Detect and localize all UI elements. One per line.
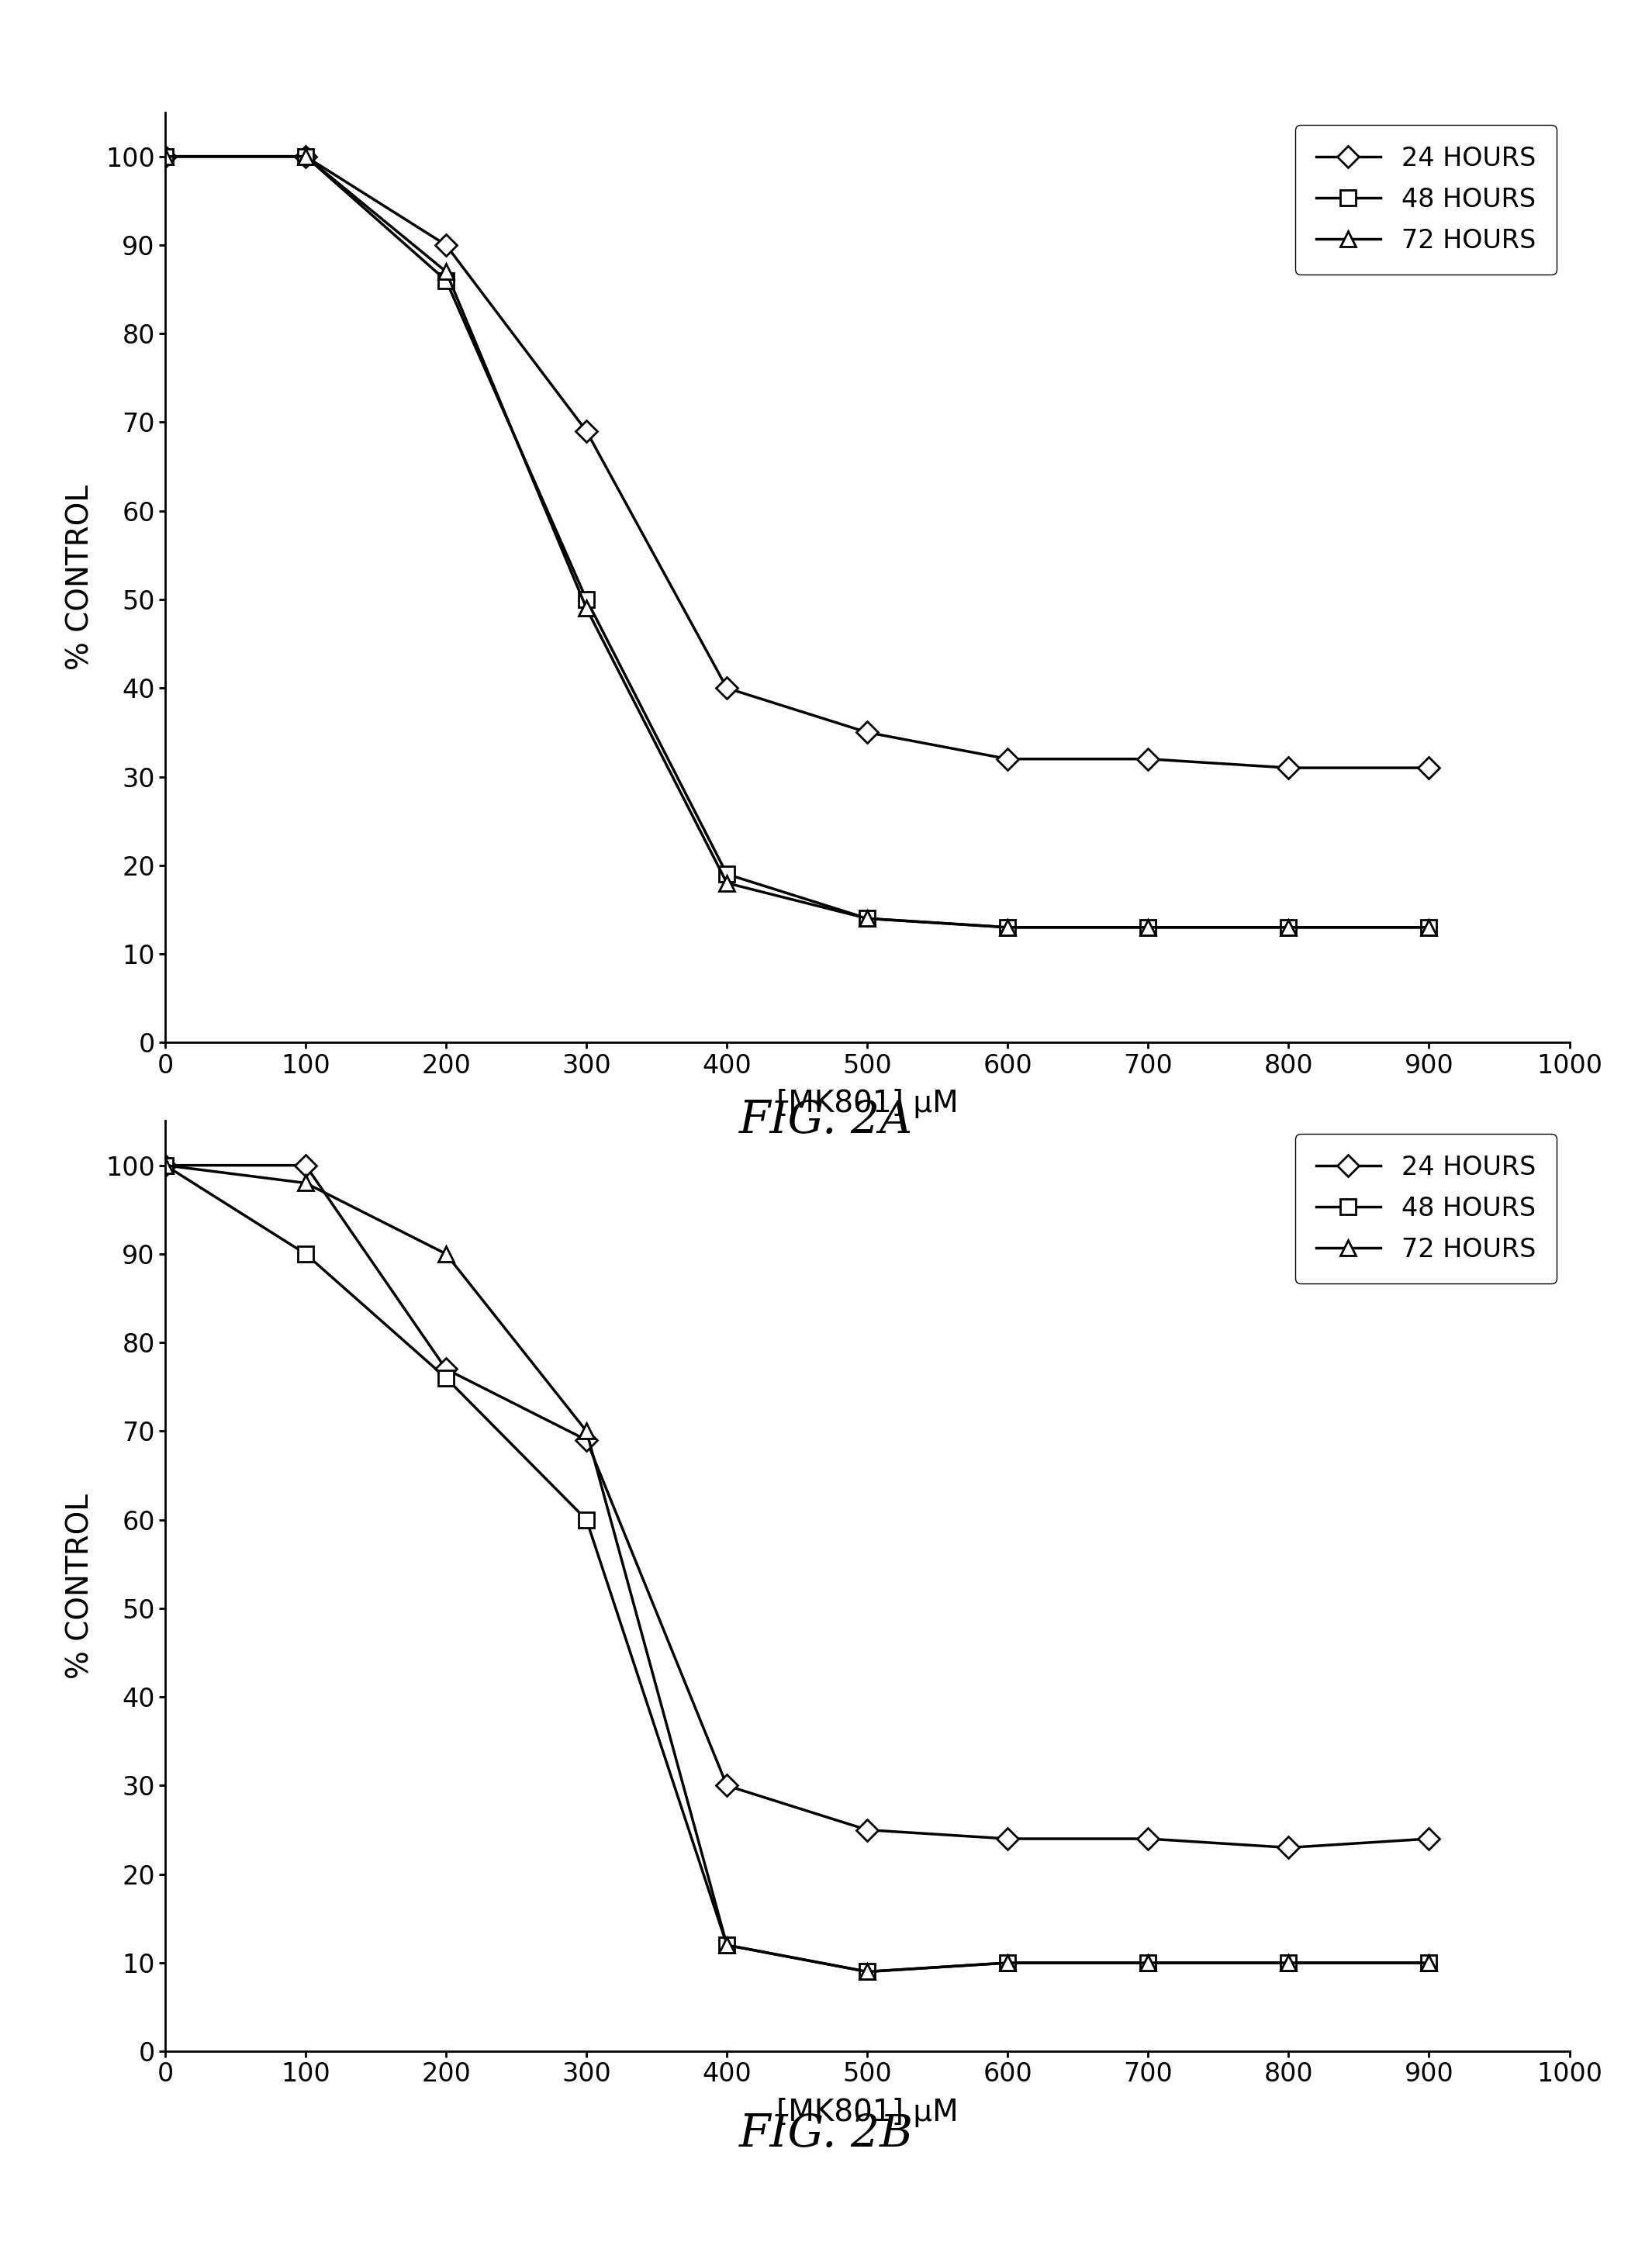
72 HOURS — [1419, 1948, 1439, 1975]
24 HOURS — [436, 231, 456, 258]
24 HOURS — [577, 417, 596, 444]
X-axis label: [MK801] μM: [MK801] μM — [776, 1090, 958, 1119]
48 HOURS — [717, 861, 737, 888]
24 HOURS — [1138, 1825, 1158, 1852]
24 HOURS — [857, 720, 877, 747]
24 HOURS — [1279, 753, 1298, 780]
48 HOURS — [717, 1933, 737, 1960]
72 HOURS — [717, 1933, 737, 1960]
48 HOURS — [1419, 915, 1439, 942]
72 HOURS — [717, 870, 737, 897]
24 HOURS — [155, 1152, 175, 1179]
72 HOURS — [436, 1240, 456, 1267]
48 HOURS — [155, 1152, 175, 1179]
Line: 48 HOURS: 48 HOURS — [157, 1157, 1437, 1980]
48 HOURS — [857, 1957, 877, 1984]
Y-axis label: % CONTROL: % CONTROL — [66, 1493, 94, 1679]
X-axis label: [MK801] μM: [MK801] μM — [776, 2099, 958, 2128]
72 HOURS — [998, 915, 1018, 942]
48 HOURS — [998, 915, 1018, 942]
Line: 72 HOURS: 72 HOURS — [157, 1157, 1437, 1980]
24 HOURS — [998, 747, 1018, 773]
24 HOURS — [1138, 747, 1158, 773]
48 HOURS — [1279, 1948, 1298, 1975]
Text: FIG. 2B: FIG. 2B — [738, 2112, 914, 2157]
Line: 24 HOURS: 24 HOURS — [157, 148, 1437, 776]
24 HOURS — [717, 675, 737, 702]
72 HOURS — [296, 143, 316, 170]
72 HOURS — [998, 1948, 1018, 1975]
48 HOURS — [577, 1507, 596, 1534]
72 HOURS — [1138, 915, 1158, 942]
24 HOURS — [155, 143, 175, 170]
Line: 72 HOURS: 72 HOURS — [157, 148, 1437, 935]
Line: 24 HOURS: 24 HOURS — [157, 1157, 1437, 1854]
48 HOURS — [296, 1240, 316, 1267]
24 HOURS — [1419, 1825, 1439, 1852]
72 HOURS — [1279, 915, 1298, 942]
Legend: 24 HOURS, 48 HOURS, 72 HOURS: 24 HOURS, 48 HOURS, 72 HOURS — [1295, 126, 1556, 274]
72 HOURS — [1138, 1948, 1158, 1975]
48 HOURS — [1138, 1948, 1158, 1975]
24 HOURS — [1419, 753, 1439, 780]
Y-axis label: % CONTROL: % CONTROL — [66, 484, 94, 670]
72 HOURS — [857, 1957, 877, 1984]
72 HOURS — [155, 143, 175, 170]
72 HOURS — [1279, 1948, 1298, 1975]
24 HOURS — [717, 1771, 737, 1798]
24 HOURS — [296, 1152, 316, 1179]
72 HOURS — [577, 1417, 596, 1444]
48 HOURS — [1279, 915, 1298, 942]
Text: FIG. 2A: FIG. 2A — [738, 1099, 914, 1143]
24 HOURS — [857, 1816, 877, 1843]
48 HOURS — [998, 1948, 1018, 1975]
72 HOURS — [1419, 915, 1439, 942]
48 HOURS — [436, 1365, 456, 1392]
48 HOURS — [1419, 1948, 1439, 1975]
24 HOURS — [436, 1356, 456, 1383]
24 HOURS — [296, 143, 316, 170]
48 HOURS — [296, 143, 316, 170]
Line: 48 HOURS: 48 HOURS — [157, 148, 1437, 935]
48 HOURS — [436, 267, 456, 294]
48 HOURS — [155, 143, 175, 170]
Legend: 24 HOURS, 48 HOURS, 72 HOURS: 24 HOURS, 48 HOURS, 72 HOURS — [1295, 1134, 1556, 1282]
48 HOURS — [577, 585, 596, 612]
72 HOURS — [155, 1152, 175, 1179]
72 HOURS — [577, 594, 596, 621]
72 HOURS — [296, 1170, 316, 1197]
72 HOURS — [436, 258, 456, 285]
48 HOURS — [1138, 915, 1158, 942]
48 HOURS — [857, 906, 877, 933]
72 HOURS — [857, 906, 877, 933]
24 HOURS — [1279, 1834, 1298, 1861]
24 HOURS — [998, 1825, 1018, 1852]
24 HOURS — [577, 1426, 596, 1453]
